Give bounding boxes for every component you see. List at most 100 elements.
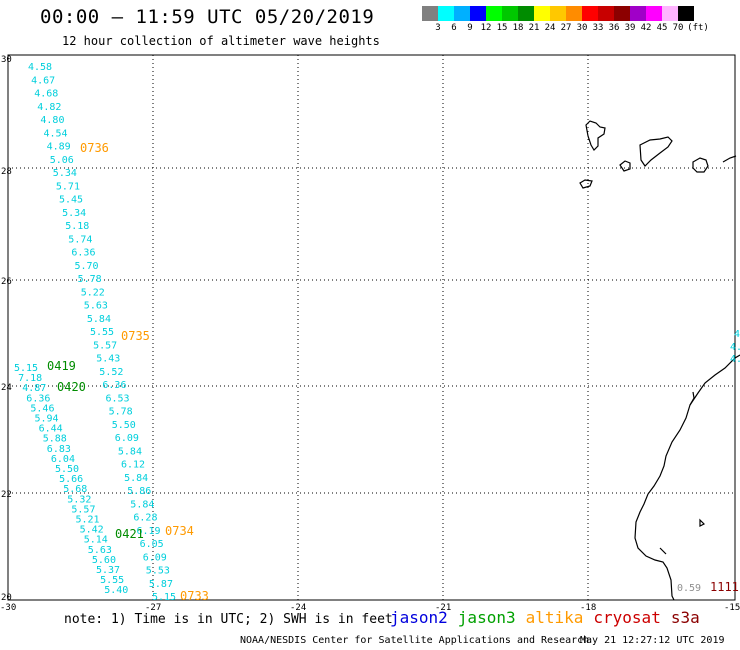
- wave-height-label: 6.04: [51, 454, 75, 465]
- wave-height-label: 5.87: [149, 579, 173, 590]
- x-tick-label: -15: [724, 603, 740, 613]
- satellite-s3a: s3a: [670, 608, 700, 627]
- wave-height-label: 5.71: [56, 181, 80, 192]
- y-tick-label: 24: [1, 383, 12, 393]
- wave-height-label: 5.78: [78, 274, 102, 285]
- wave-height-label: 5.78: [109, 407, 133, 418]
- legend-swatch: [646, 6, 662, 21]
- wave-height-label: 4.58: [28, 62, 52, 73]
- wave-height-label: 5.15: [152, 592, 176, 603]
- time-label: 0735: [121, 329, 150, 343]
- legend-swatch: [598, 6, 614, 21]
- wave-height-label: 5.21: [76, 515, 100, 526]
- wave-height-label: 5.74: [68, 234, 92, 245]
- wave-height-label: 0.59: [677, 583, 701, 594]
- wave-height-label: 5.50: [55, 464, 79, 475]
- time-label: 1111: [710, 580, 739, 594]
- legend-label: 27: [560, 23, 572, 33]
- wave-height-label: 6.36: [26, 393, 50, 404]
- wave-height-label: 7.18: [18, 373, 42, 384]
- wave-height-label: 5.84: [130, 499, 154, 510]
- wave-height-label: 5.15: [14, 363, 38, 374]
- wave-height-label: 6.09: [143, 552, 167, 563]
- wave-height-label: 5.18: [65, 221, 89, 232]
- legend-swatch: [614, 6, 630, 21]
- x-tick-label: -24: [290, 603, 306, 613]
- wave-height-label: 5.84: [124, 473, 148, 484]
- jason3-time-labels: 0419 0420 0421: [47, 359, 144, 541]
- legend-swatch: [566, 6, 582, 21]
- wave-height-label: 4.80: [40, 115, 64, 126]
- wave-height-label: 6.19: [137, 526, 161, 537]
- wave-height-label: 6.83: [47, 444, 71, 455]
- island-la-gomera: [619, 160, 631, 172]
- wave-height-label: 5.86: [127, 486, 151, 497]
- x-tick-label: -18: [580, 603, 596, 613]
- wave-height-label: 6.44: [39, 424, 63, 435]
- cap-blanc: [699, 518, 706, 527]
- wave-height-label: 4.68: [34, 89, 58, 100]
- legend-label: 12: [480, 23, 492, 33]
- legend-label: 30: [576, 23, 588, 33]
- map-title: 00:00 — 11:59 UTC 05/20/2019: [40, 6, 375, 28]
- wave-height-label: 4.67: [31, 75, 55, 86]
- satellite-jason3: jason3: [457, 608, 516, 627]
- legend-label: 36: [608, 23, 620, 33]
- map-subtitle: 12 hour collection of altimeter wave hei…: [62, 34, 380, 48]
- wave-height-label: 6.36: [71, 248, 95, 259]
- wave-height-label: 5.14: [84, 535, 108, 546]
- wave-height-label: 5.52: [99, 367, 123, 378]
- y-tick-label: 30: [1, 55, 12, 65]
- wave-height-label: 5.34: [53, 168, 77, 179]
- satellite-legend: jason2 jason3 altika cryosat s3a: [390, 608, 710, 627]
- legend-label: 9: [467, 23, 473, 33]
- legend-swatch: [422, 6, 438, 21]
- wave-height-label: 6.12: [121, 460, 145, 471]
- wave-height-label: 5.40: [104, 585, 128, 596]
- wave-height-label: 5.66: [59, 474, 83, 485]
- y-tick-label: 26: [1, 277, 12, 287]
- x-tick-label: -27: [145, 603, 161, 613]
- wave-height-label: 5.63: [88, 545, 112, 556]
- wave-height-label: 5.57: [93, 340, 117, 351]
- time-label: 0733: [180, 589, 209, 603]
- legend-swatch: [454, 6, 470, 21]
- note-text: note: 1) Time is in UTC; 2) SWH is in fe…: [64, 612, 393, 627]
- wave-height-label: 5.50: [112, 420, 136, 431]
- wave-height-label: 5.70: [75, 261, 99, 272]
- legend-label: 70: [672, 23, 684, 33]
- legend-label: 24: [544, 23, 556, 33]
- legend-label: 21: [528, 23, 540, 33]
- y-tick-label: 22: [1, 490, 12, 500]
- legend-label: 42: [640, 23, 652, 33]
- wave-height-label: 5.88: [43, 434, 67, 445]
- legend-swatch: [518, 6, 534, 21]
- time-label: 0421: [115, 527, 144, 541]
- wave-height-label: 4.87: [22, 383, 46, 394]
- satellite-cryosat: cryosat: [593, 608, 661, 627]
- satellite-altika: altika: [525, 608, 584, 627]
- island-el-hierro: [579, 179, 593, 189]
- wave-height-label: 4: [734, 329, 740, 340]
- wave-height-label: 5.43: [96, 354, 120, 365]
- wave-height-label: 4.: [730, 342, 740, 353]
- wave-height-label: 5.55: [100, 575, 124, 586]
- wave-height-label: 5.32: [67, 494, 91, 505]
- wave-height-label: 5.60: [92, 555, 116, 566]
- island-tenerife: [639, 136, 673, 167]
- time-label: 0420: [57, 380, 86, 394]
- map-frame: [7, 54, 736, 601]
- coastline: [579, 120, 740, 601]
- axis-labels: -30 -27 -24 -21 -18 -15 30 28 26 24 22 2…: [0, 55, 740, 613]
- legend-swatch: [678, 6, 694, 21]
- wave-height-label: 4.89: [47, 142, 71, 153]
- island-gran-canaria: [692, 157, 709, 173]
- coast-detail: [659, 547, 667, 555]
- wave-height-label: 6.36: [102, 380, 126, 391]
- time-label: 0736: [80, 141, 109, 155]
- generated-timestamp: May 21 12:27:12 UTC 2019: [580, 635, 725, 646]
- wave-height-label: 6.28: [133, 513, 157, 524]
- wave-height-label: 6.09: [115, 433, 139, 444]
- wave-height-label: 5.94: [35, 414, 59, 425]
- legend-swatch: [502, 6, 518, 21]
